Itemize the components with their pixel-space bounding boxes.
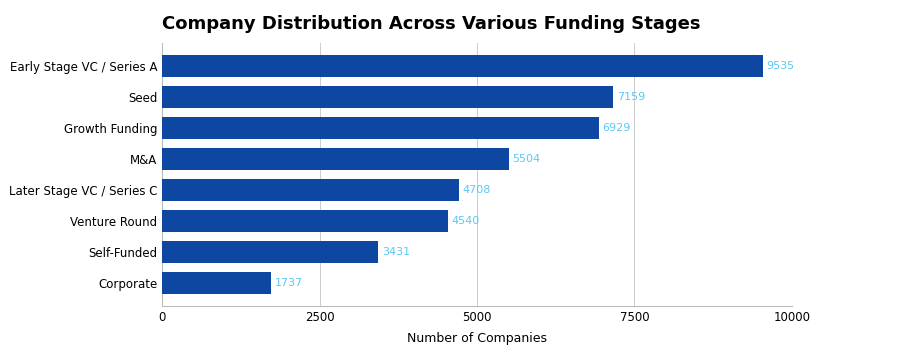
Bar <box>162 117 598 139</box>
Text: Company Distribution Across Various Funding Stages: Company Distribution Across Various Fund… <box>162 15 700 33</box>
Text: 4708: 4708 <box>463 185 491 195</box>
Text: 3431: 3431 <box>382 247 410 257</box>
Bar <box>162 148 508 170</box>
Bar <box>162 55 762 77</box>
Bar <box>162 272 272 294</box>
Text: 9535: 9535 <box>767 61 795 71</box>
Bar <box>162 241 378 263</box>
Bar <box>162 210 448 232</box>
Text: 5504: 5504 <box>512 154 541 164</box>
Bar <box>162 179 459 201</box>
Text: 1737: 1737 <box>275 278 303 288</box>
Text: 6929: 6929 <box>602 123 631 133</box>
Text: 4540: 4540 <box>452 216 480 226</box>
X-axis label: Number of Companies: Number of Companies <box>407 332 547 345</box>
Bar <box>162 86 613 108</box>
Text: 7159: 7159 <box>616 92 645 102</box>
